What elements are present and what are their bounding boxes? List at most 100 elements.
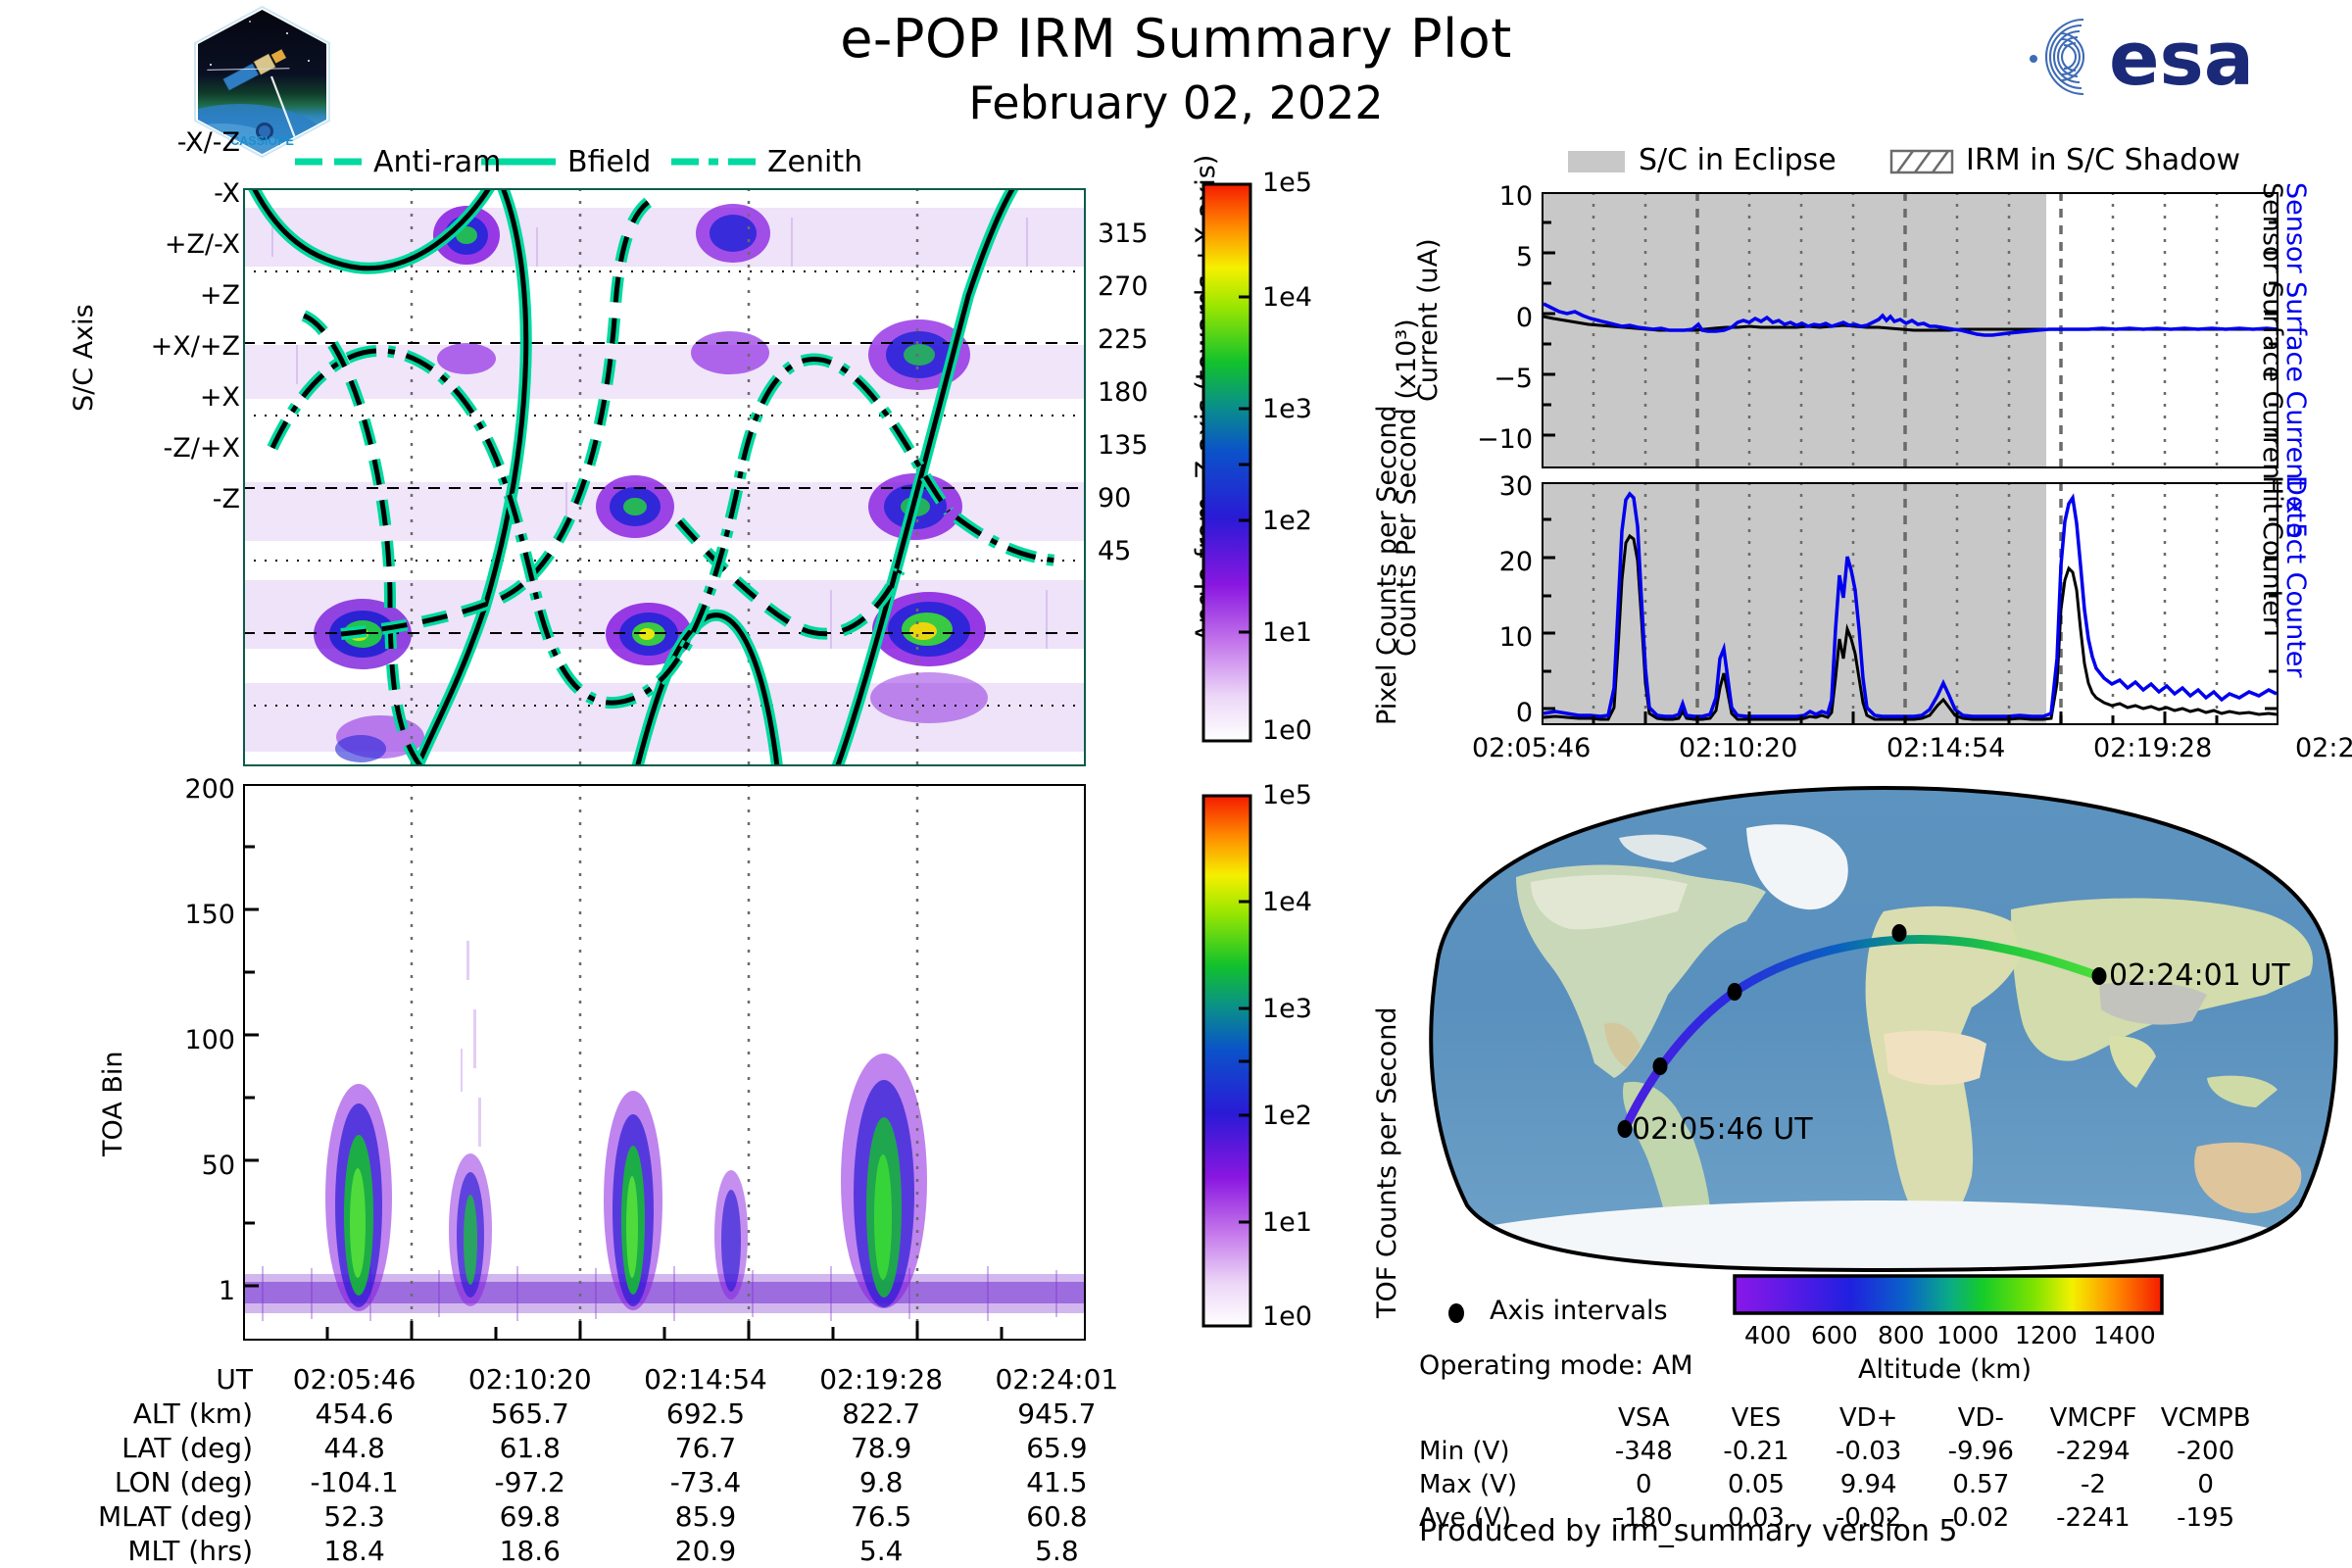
counts-ytick-labels: 30 20 10 0 xyxy=(1498,471,1533,728)
sc-axis-spectrogram xyxy=(243,188,1086,766)
map-end-time-label: 02:24:01 UT xyxy=(2109,958,2290,993)
cell: 822.7 xyxy=(842,1397,921,1430)
row-label: MLAT (deg) xyxy=(97,1500,253,1533)
cell: 02:14:54 xyxy=(644,1363,767,1396)
cell: 0.05 xyxy=(1728,1470,1785,1499)
cell: -200 xyxy=(2177,1437,2235,1466)
spectrogram-legend: Anti-ram Bfield Zenith xyxy=(289,145,975,180)
page-subtitle-date: February 02, 2022 xyxy=(968,76,1384,129)
cell: 78.9 xyxy=(850,1432,912,1464)
column-header: VMCPF xyxy=(2049,1403,2137,1433)
column-header: VES xyxy=(1731,1403,1782,1433)
table-row: ALT (km) 454.6 565.7 692.5 822.7 945.7 xyxy=(47,1396,1145,1431)
cell: 565.7 xyxy=(490,1397,569,1430)
page-title: e-POP IRM Summary Plot xyxy=(840,8,1512,70)
axis-interval-dot-icon xyxy=(1448,1303,1464,1323)
legend-label-zenith: Zenith xyxy=(767,145,863,179)
cell: -73.4 xyxy=(669,1466,742,1498)
cell: 85.9 xyxy=(674,1500,737,1533)
cell: -0.02 xyxy=(1836,1503,1902,1533)
cell: 20.9 xyxy=(674,1535,737,1567)
counts-xtick-labels: 02:05:46 02:10:20 02:14:54 02:19:28 02:2… xyxy=(1472,733,2352,763)
shadow-legend-label: IRM in S/C Shadow xyxy=(1966,143,2241,177)
cell: 65.9 xyxy=(1026,1432,1088,1464)
current-ytick-labels: 10 5 0 −5 −10 xyxy=(1477,181,1533,455)
toa-bin-spectrogram xyxy=(243,784,1086,1341)
row-label: Max (V) xyxy=(1419,1470,1518,1499)
current-plot xyxy=(1542,192,2278,468)
tof-counts-colorbar-ticks: 1e5 1e4 1e3 1e2 1e1 1e0 xyxy=(1262,780,1312,1332)
toa-bin-ytick-labels: 200 150 100 50 1 xyxy=(184,774,235,1306)
cell: 02:19:28 xyxy=(819,1363,944,1396)
axis-intervals-label: Axis intervals xyxy=(1490,1296,1668,1326)
column-header: VCMPB xyxy=(2160,1403,2251,1433)
esa-logo-wordmark: esa xyxy=(2109,15,2254,102)
cell: 9.8 xyxy=(858,1466,904,1498)
cassiope-logo-label: CASSIOPE xyxy=(230,134,294,148)
table-row: Min (V) -348 -0.21 -0.03 -9.96 -2294 -20… xyxy=(1419,1435,2262,1468)
axis-intervals-legend: Axis intervals xyxy=(1441,1296,1735,1335)
cell: -97.2 xyxy=(494,1466,565,1498)
esa-logo: esa xyxy=(1999,8,2274,104)
cell: 76.5 xyxy=(850,1500,912,1533)
voltage-table: VSA VES VD+ VD- VMCPF VCMPB Min (V) -348… xyxy=(1419,1401,2262,1535)
cell: 44.8 xyxy=(323,1432,385,1464)
sc-axis-ytick-labels: -X/-Z -X +Z/-X +Z +X/+Z +X -Z/+X -Z xyxy=(150,127,240,514)
cell: 76.7 xyxy=(674,1432,737,1464)
cell: -9.96 xyxy=(1947,1437,2014,1466)
eclipse-legend-label: S/C in Eclipse xyxy=(1639,143,1837,177)
altitude-colorbar xyxy=(1733,1274,2164,1317)
cell: -104.1 xyxy=(310,1466,399,1498)
cell: 61.8 xyxy=(499,1432,561,1464)
table-row: Max (V) 0 0.05 9.94 0.57 -2 0 xyxy=(1419,1468,2262,1501)
ephemeris-table: UT 02:05:46 02:10:20 02:14:54 02:19:28 0… xyxy=(47,1362,1145,1568)
row-label: Min (V) xyxy=(1419,1437,1510,1466)
table-row: LON (deg) -104.1 -97.2 -73.4 9.8 41.5 xyxy=(47,1465,1145,1499)
cell: 454.6 xyxy=(315,1397,394,1430)
table-row: UT 02:05:46 02:10:20 02:14:54 02:19:28 0… xyxy=(47,1362,1145,1396)
cell: -348 xyxy=(1614,1437,1673,1466)
axis-interval-markers xyxy=(1617,924,2107,1138)
cell: -2294 xyxy=(2056,1437,2131,1466)
cell: 41.5 xyxy=(1026,1466,1088,1498)
cell: 18.6 xyxy=(499,1535,561,1567)
cell: 5.8 xyxy=(1035,1535,1079,1567)
cell: 0 xyxy=(2197,1470,2214,1499)
cassiope-logo: CASSIOPE xyxy=(181,4,338,161)
counts-right-label-black: Hit Counter xyxy=(2257,475,2287,627)
cell: 02:05:46 xyxy=(292,1363,416,1396)
pixel-counts-colorbar xyxy=(1201,182,1252,743)
eclipse-legend: S/C in Eclipse IRM in S/C Shadow xyxy=(1568,143,2332,182)
altitude-colorbar-label: Altitude (km) xyxy=(1858,1354,2033,1385)
cell: -2241 xyxy=(2056,1503,2131,1533)
cell: 52.3 xyxy=(323,1500,385,1533)
table-row: Ave (V) -180 0.03 -0.02 0.02 -2241 -195 xyxy=(1419,1501,2262,1535)
cell: -0.03 xyxy=(1836,1437,1902,1466)
cell: 692.5 xyxy=(665,1397,746,1430)
row-label: LON (deg) xyxy=(114,1466,253,1498)
sc-axis-right-ytick-labels: 315 270 225 180 135 90 45 xyxy=(1098,219,1149,566)
row-label: ALT (km) xyxy=(132,1397,253,1430)
column-header: VSA xyxy=(1618,1403,1670,1433)
row-label: MLT (hrs) xyxy=(127,1535,253,1567)
cell: 02:10:20 xyxy=(467,1363,592,1396)
cell: 5.4 xyxy=(858,1535,904,1567)
legend-label-bfield: Bfield xyxy=(567,145,652,179)
cell: 9.94 xyxy=(1839,1470,1897,1499)
cell: 0.57 xyxy=(1952,1470,2010,1499)
produced-by-label: Produced by irm_summary version 5 xyxy=(1419,1514,1958,1548)
current-right-label-black: Sensor Surface Current xyxy=(2257,182,2287,490)
tof-counts-colorbar xyxy=(1201,794,1252,1328)
legend-label-anti-ram: Anti-ram xyxy=(373,145,502,179)
cell: -195 xyxy=(2177,1503,2235,1533)
cell: -180 xyxy=(1614,1503,1673,1533)
table-header-row: VSA VES VD+ VD- VMCPF VCMPB xyxy=(1419,1401,2262,1435)
table-row: LAT (deg) 44.8 61.8 76.7 78.9 65.9 xyxy=(47,1431,1145,1465)
cell: 69.8 xyxy=(499,1500,561,1533)
operating-mode-label: Operating mode: AM xyxy=(1419,1350,1693,1381)
eclipse-swatch xyxy=(1568,151,1625,172)
row-label: Ave (V) xyxy=(1419,1503,1511,1533)
cell: -2 xyxy=(2080,1470,2106,1499)
cell: 18.4 xyxy=(323,1535,385,1567)
cell: -0.21 xyxy=(1723,1437,1789,1466)
